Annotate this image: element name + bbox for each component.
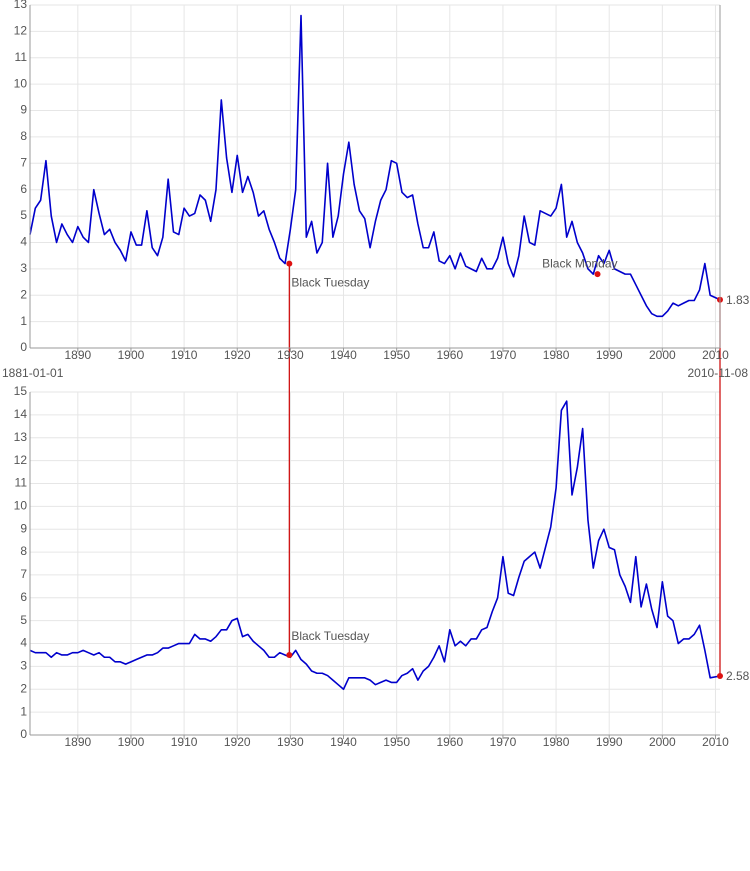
x-tick-label: 1980 — [543, 348, 570, 362]
annotation-marker — [286, 260, 293, 267]
annotation-label: Black Monday — [542, 256, 617, 270]
x-tick-label: 1920 — [224, 735, 251, 749]
x-tick-label: 1890 — [64, 735, 91, 749]
y-tick-label: 8 — [20, 129, 27, 143]
x-tick-label: 1910 — [171, 348, 198, 362]
y-tick-label: 9 — [20, 103, 27, 117]
x-limit-label: 1881-01-01 — [2, 366, 64, 380]
y-tick-label: 4 — [20, 235, 27, 249]
y-tick-label: 7 — [20, 567, 27, 581]
x-tick-label: 1950 — [383, 735, 410, 749]
y-tick-label: 12 — [14, 453, 28, 467]
y-tick-label: 8 — [20, 544, 27, 558]
x-tick-label: 1900 — [118, 735, 145, 749]
y-tick-label: 12 — [14, 24, 28, 38]
x-tick-label: 2010 — [702, 735, 729, 749]
x-tick-label: 1890 — [64, 348, 91, 362]
y-tick-label: 1 — [20, 704, 27, 718]
y-tick-label: 6 — [20, 590, 27, 604]
y-tick-label: 7 — [20, 155, 27, 169]
x-tick-label: 1930 — [277, 348, 304, 362]
x-tick-label: 1950 — [383, 348, 410, 362]
y-tick-label: 2 — [20, 681, 27, 695]
x-tick-label: 1940 — [330, 735, 357, 749]
x-tick-label: 1990 — [596, 348, 623, 362]
annotation-marker — [717, 673, 723, 680]
marker-layer: Black Tuesday Black Monday 1.83 Black Tuesd… — [286, 256, 750, 683]
annotation-marker — [286, 651, 293, 658]
y-tick-label: 11 — [15, 50, 28, 64]
annotation-label: 1.83 — [726, 293, 750, 307]
x-tick-label: 1970 — [490, 735, 517, 749]
connector-layer — [288, 263, 721, 677]
x-tick-label: 1960 — [436, 348, 463, 362]
x-tick-label: 1900 — [118, 348, 145, 362]
x-tick-label: 1930 — [277, 735, 304, 749]
x-tick-label: 1980 — [543, 735, 570, 749]
x-tick-label: 1990 — [596, 735, 623, 749]
y-tick-label: 9 — [20, 521, 27, 535]
x-tick-label: 1960 — [436, 735, 463, 749]
x-tick-label: 2000 — [649, 735, 676, 749]
annotation-label: 2.58 — [726, 669, 750, 683]
x-tick-label: 2000 — [649, 348, 676, 362]
series-line — [29, 400, 721, 691]
line-layer — [29, 14, 721, 691]
y-tick-label: 13 — [14, 430, 28, 444]
x-tick-label: 1940 — [330, 348, 357, 362]
y-tick-label: 1 — [20, 314, 27, 328]
annotation-marker — [594, 271, 601, 278]
y-tick-label: 15 — [14, 384, 28, 398]
x-tick-label: 2010 — [702, 348, 729, 362]
x-tick-label: 1910 — [171, 735, 198, 749]
annotation-label: Black Tuesday — [291, 276, 369, 290]
series-line — [29, 14, 721, 318]
y-tick-label: 13 — [14, 0, 28, 11]
y-tick-label: 2 — [20, 287, 27, 301]
y-tick-label: 4 — [20, 636, 27, 650]
y-tick-label: 0 — [20, 340, 27, 354]
y-tick-label: 3 — [20, 261, 27, 275]
x-limit-label: 2010-11-08 — [688, 366, 749, 380]
y-tick-label: 6 — [20, 182, 27, 196]
y-tick-label: 11 — [15, 476, 28, 490]
annotation-label: Black Tuesday — [291, 629, 369, 643]
y-tick-label: 5 — [20, 208, 27, 222]
grid-layer — [30, 4, 720, 736]
y-tick-label: 3 — [20, 659, 27, 673]
y-tick-label: 14 — [14, 407, 28, 421]
x-tick-label: 1920 — [224, 348, 251, 362]
y-tick-label: 10 — [14, 499, 28, 513]
x-tick-label: 1970 — [490, 348, 517, 362]
y-tick-label: 0 — [20, 727, 27, 741]
y-tick-label: 10 — [14, 76, 28, 90]
y-tick-label: 5 — [20, 613, 27, 627]
